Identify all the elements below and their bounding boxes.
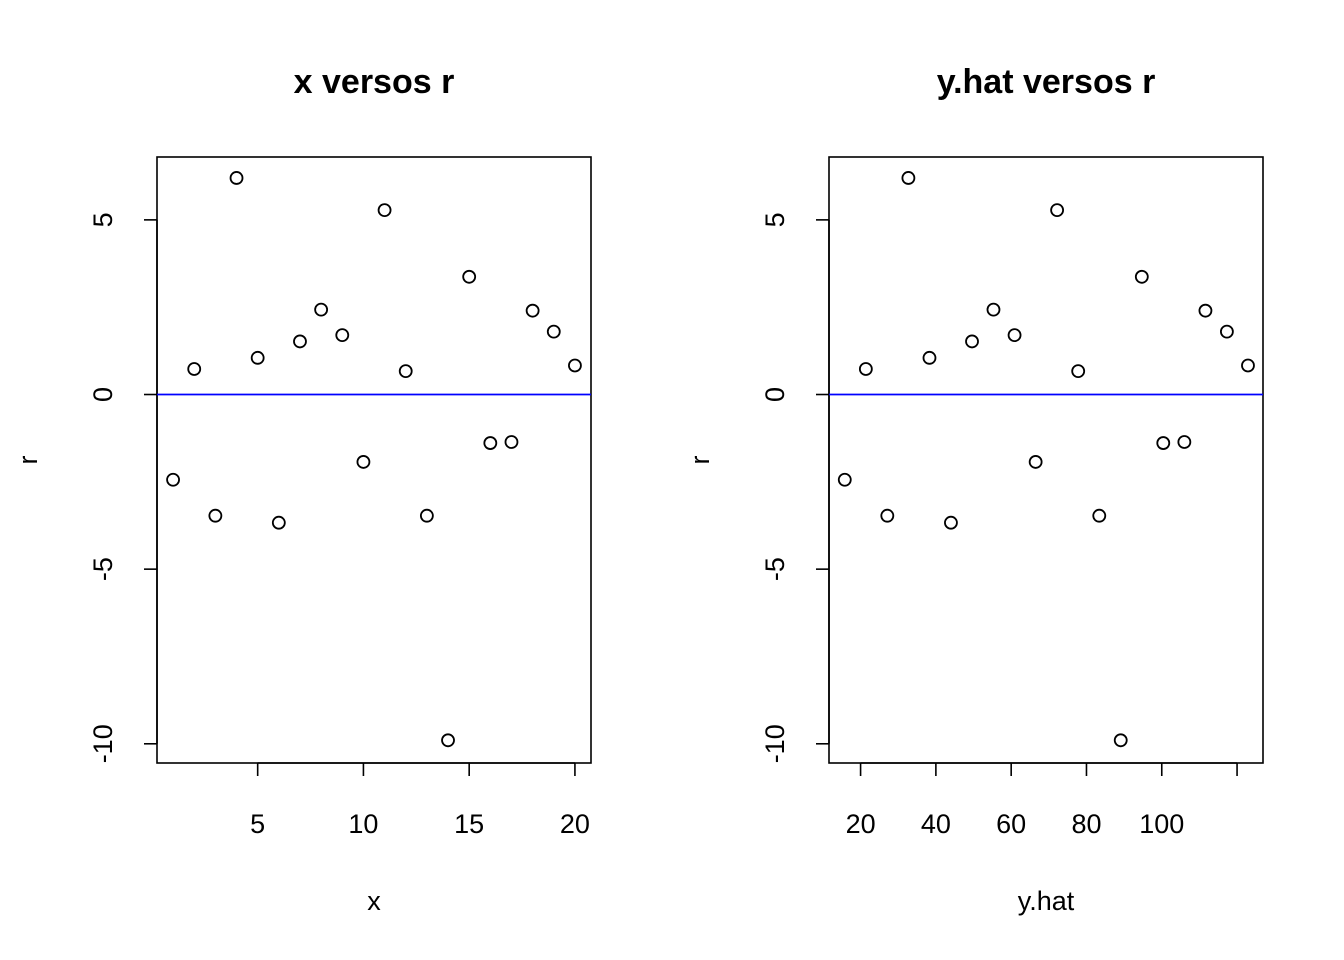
data-point [166,472,180,487]
data-point [229,171,244,185]
data-point [187,362,202,376]
data-point [546,324,561,339]
data-point [1156,436,1171,450]
x-tick-label: 60 [996,809,1026,839]
y-tick-label: -10 [760,724,790,763]
y-tick-label: -5 [88,557,118,581]
y-axis-label: r [13,456,43,465]
data-point [525,303,540,318]
data-point [398,364,413,379]
data-point [568,358,582,373]
y-axis-label: r [685,456,715,465]
x-tick-label: 80 [1071,809,1101,839]
data-point [335,328,350,343]
y-tick-label: 0 [88,387,118,402]
x-tick-label: 20 [846,809,876,839]
plot-area: 5 10 15 20 -10 -5 0 5 [88,156,592,839]
data-point [271,515,286,530]
x-tick-label: 40 [921,809,951,839]
data-point [1177,435,1192,449]
data-point [293,334,307,349]
data-point [858,362,873,376]
data-point [377,203,392,217]
panel-yhat-vs-r: y.hat versos r y.hat r 20 40 60 80 100 -10 -5 0… [685,63,1264,916]
data-point [944,515,958,530]
data-point [462,269,477,284]
data-point [986,302,1001,317]
data-point [1198,303,1213,318]
data-point [1113,733,1128,748]
x-axis-label: x [367,886,381,916]
data-point [356,455,371,469]
data-point [1219,324,1234,339]
data-point [901,171,916,185]
data-point [504,435,519,449]
x-tick-label: 15 [454,809,484,839]
data-point [441,733,455,748]
data-point [1050,203,1065,217]
data-point [314,302,329,317]
x-tick-label: 100 [1139,809,1184,839]
y-tick-label: 5 [760,212,790,227]
x-tick-label: 5 [250,809,265,839]
x-tick-label: 10 [348,809,378,839]
data-point [419,508,434,523]
plot-area: 20 40 60 80 100 -10 -5 0 5 [760,156,1264,839]
chart-title: x versos r [294,63,455,101]
data-point [1134,269,1149,284]
data-point [922,350,937,365]
data-point [483,436,498,450]
data-point [880,508,895,523]
data-point [965,334,979,349]
data-point [1071,364,1086,379]
data-point [1241,358,1255,373]
chart-title: y.hat versos r [937,63,1156,101]
x-axis-label: y.hat [1018,886,1075,916]
x-tick-label: 20 [560,809,590,839]
data-point [1007,328,1022,343]
y-tick-label: -5 [760,557,790,581]
y-tick-label: -10 [88,724,118,763]
data-point [1092,508,1107,523]
y-tick-label: 5 [88,212,118,227]
y-tick-label: 0 [760,387,790,402]
data-point [250,350,265,365]
data-point [1028,455,1043,469]
data-point [208,508,223,523]
panel-x-vs-r: x versos r x r 5 10 15 20 -10 -5 0 5 [13,63,592,916]
data-point [837,472,852,487]
